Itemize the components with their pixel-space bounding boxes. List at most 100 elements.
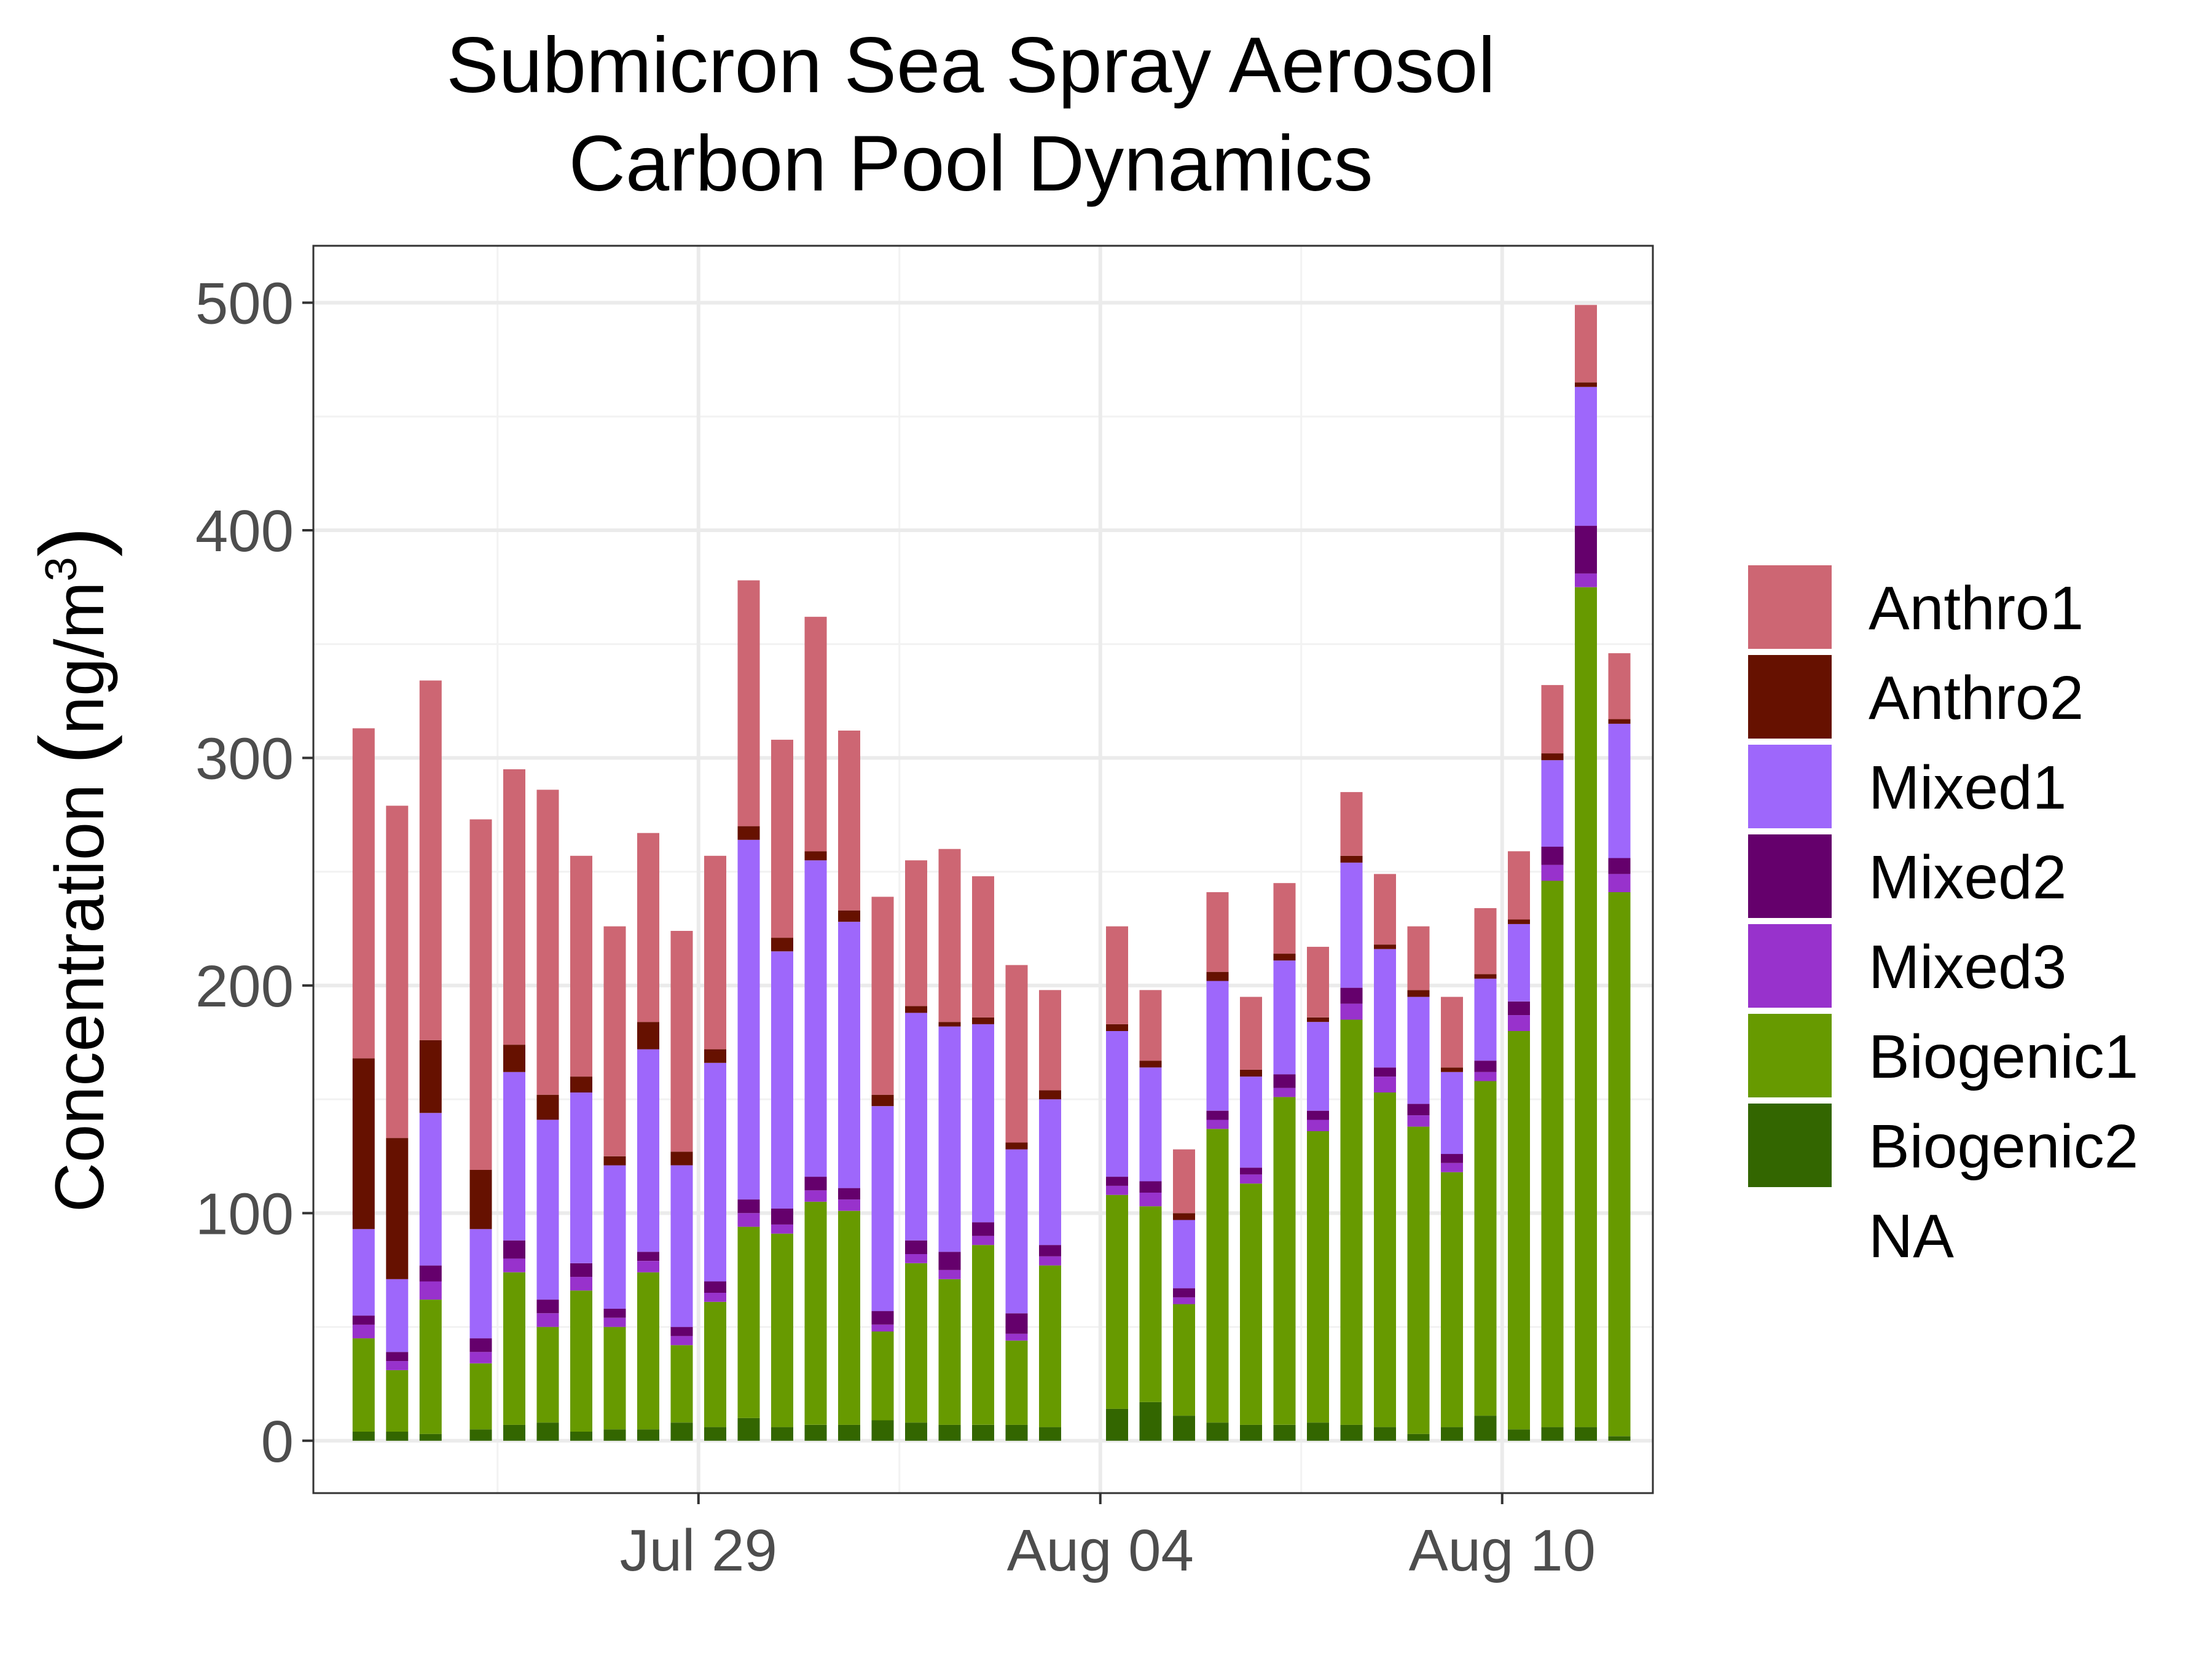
bar-stack (1407, 926, 1430, 1441)
bar-segment-anthro1 (1106, 926, 1128, 1024)
bar-stack (1608, 653, 1631, 1441)
bar-segment-mixed3 (1005, 1333, 1028, 1341)
bar-segment-mixed3 (1240, 1174, 1262, 1184)
bar-segment-biogenic1 (1039, 1265, 1061, 1427)
bar-segment-mixed2 (1307, 1110, 1329, 1120)
bar-segment-biogenic2 (704, 1427, 726, 1441)
bar-segment-mixed3 (637, 1261, 659, 1273)
bar-stack (1005, 965, 1028, 1441)
bar-segment-mixed1 (536, 1120, 559, 1300)
bar-segment-anthro2 (1407, 990, 1430, 997)
bar-segment-biogenic2 (1340, 1424, 1363, 1441)
bar-segment-anthro1 (536, 790, 559, 1095)
y-tick-label: 0 (261, 1409, 294, 1475)
legend-item-biogenic2: Biogenic2 (1748, 1104, 2138, 1187)
bar-segment-mixed2 (386, 1352, 409, 1362)
bar-segment-anthro1 (1575, 305, 1597, 383)
bar-segment-mixed3 (737, 1213, 760, 1227)
bar-segment-biogenic1 (737, 1226, 760, 1418)
bar-stack (1240, 997, 1262, 1441)
legend-label: Mixed3 (1869, 933, 2066, 1002)
bar-segment-mixed3 (1139, 1193, 1162, 1207)
bar-segment-mixed2 (1374, 1067, 1396, 1077)
legend-item-anthro1: Anthro1 (1748, 565, 2084, 649)
bar-segment-biogenic2 (1575, 1427, 1597, 1441)
legend-key (1748, 834, 1832, 918)
bar-segment-anthro1 (1240, 997, 1262, 1070)
bar-segment-mixed3 (503, 1258, 525, 1273)
bar-segment-biogenic1 (670, 1345, 693, 1423)
bar-segment-mixed1 (1575, 386, 1597, 526)
bar-segment-mixed3 (972, 1236, 994, 1245)
bar-stack (1273, 883, 1296, 1441)
y-tick-label: 500 (195, 271, 294, 337)
bar-segment-biogenic2 (1273, 1424, 1296, 1441)
bar-segment-biogenic1 (1005, 1340, 1028, 1425)
bar-stack (352, 728, 375, 1441)
bar-segment-mixed3 (1474, 1072, 1497, 1081)
y-axis-title-close-paren: ) (22, 527, 123, 557)
bar-stack (1541, 684, 1564, 1441)
bar-segment-biogenic2 (1139, 1402, 1162, 1441)
bar-segment-biogenic1 (1374, 1092, 1396, 1427)
bar-segment-biogenic2 (1106, 1408, 1128, 1441)
bar-segment-biogenic1 (637, 1272, 659, 1430)
bar-segment-mixed1 (1407, 997, 1430, 1104)
bar-segment-biogenic2 (1206, 1422, 1229, 1441)
bar-segment-biogenic2 (386, 1432, 409, 1441)
bar-segment-anthro2 (1541, 753, 1564, 761)
bar-segment-anthro2 (603, 1156, 626, 1166)
bar-segment-biogenic2 (771, 1427, 793, 1441)
bar-segment-anthro1 (737, 580, 760, 826)
bar-segment-biogenic2 (536, 1422, 559, 1441)
bar-segment-biogenic1 (1575, 587, 1597, 1427)
bar-segment-mixed2 (804, 1177, 827, 1191)
bar-segment-mixed2 (1508, 1001, 1530, 1016)
bar-segment-biogenic1 (771, 1233, 793, 1427)
bar-segment-anthro2 (1575, 382, 1597, 387)
plot-border (312, 245, 1654, 1494)
bar-segment-biogenic1 (838, 1210, 860, 1425)
chart-title-line-2: Carbon Pool Dynamics (569, 120, 1373, 208)
bar-segment-mixed1 (1441, 1072, 1463, 1155)
bar-segment-mixed2 (1575, 525, 1597, 574)
bar-segment-anthro2 (1240, 1070, 1262, 1077)
bar-segment-mixed1 (905, 1013, 927, 1241)
y-tick-label: 200 (195, 954, 294, 1019)
bar-segment-anthro1 (704, 855, 726, 1049)
bar-segment-anthro2 (771, 938, 793, 952)
legend-item-mixed3: Mixed3 (1748, 924, 2066, 1008)
legend-key (1748, 745, 1832, 828)
bar-stacks (352, 305, 1631, 1441)
bar-stack (871, 896, 894, 1441)
bar-segment-anthro1 (1307, 946, 1329, 1018)
bar-stack (1039, 990, 1061, 1441)
bar-segment-mixed2 (1005, 1313, 1028, 1334)
bar-segment-anthro1 (938, 849, 961, 1022)
bar-segment-anthro2 (804, 851, 827, 861)
bar-segment-biogenic1 (1206, 1129, 1229, 1423)
bar-segment-mixed2 (838, 1188, 860, 1200)
bar-segment-mixed3 (352, 1324, 375, 1339)
bar-segment-anthro2 (1273, 954, 1296, 961)
bar-segment-mixed3 (1508, 1015, 1530, 1031)
bar-segment-anthro2 (1508, 919, 1530, 924)
bar-stack (838, 731, 860, 1441)
bar-stack (386, 806, 409, 1441)
bar-stack (1106, 926, 1128, 1441)
bar-segment-anthro1 (972, 876, 994, 1018)
bar-segment-mixed1 (570, 1092, 592, 1263)
legend-key (1748, 924, 1832, 1008)
y-tick-label: 400 (195, 498, 294, 564)
bar-segment-anthro2 (352, 1058, 375, 1230)
bar-segment-mixed2 (1039, 1245, 1061, 1257)
bar-segment-biogenic2 (1240, 1424, 1262, 1441)
bar-segment-mixed1 (503, 1072, 525, 1241)
bar-segment-mixed2 (938, 1252, 961, 1270)
bar-stack (1173, 1149, 1195, 1441)
bar-segment-biogenic1 (905, 1263, 927, 1423)
bar-stack (419, 680, 442, 1441)
bar-segment-anthro2 (972, 1017, 994, 1024)
bar-segment-biogenic1 (871, 1332, 894, 1421)
bar-segment-mixed1 (1273, 960, 1296, 1075)
